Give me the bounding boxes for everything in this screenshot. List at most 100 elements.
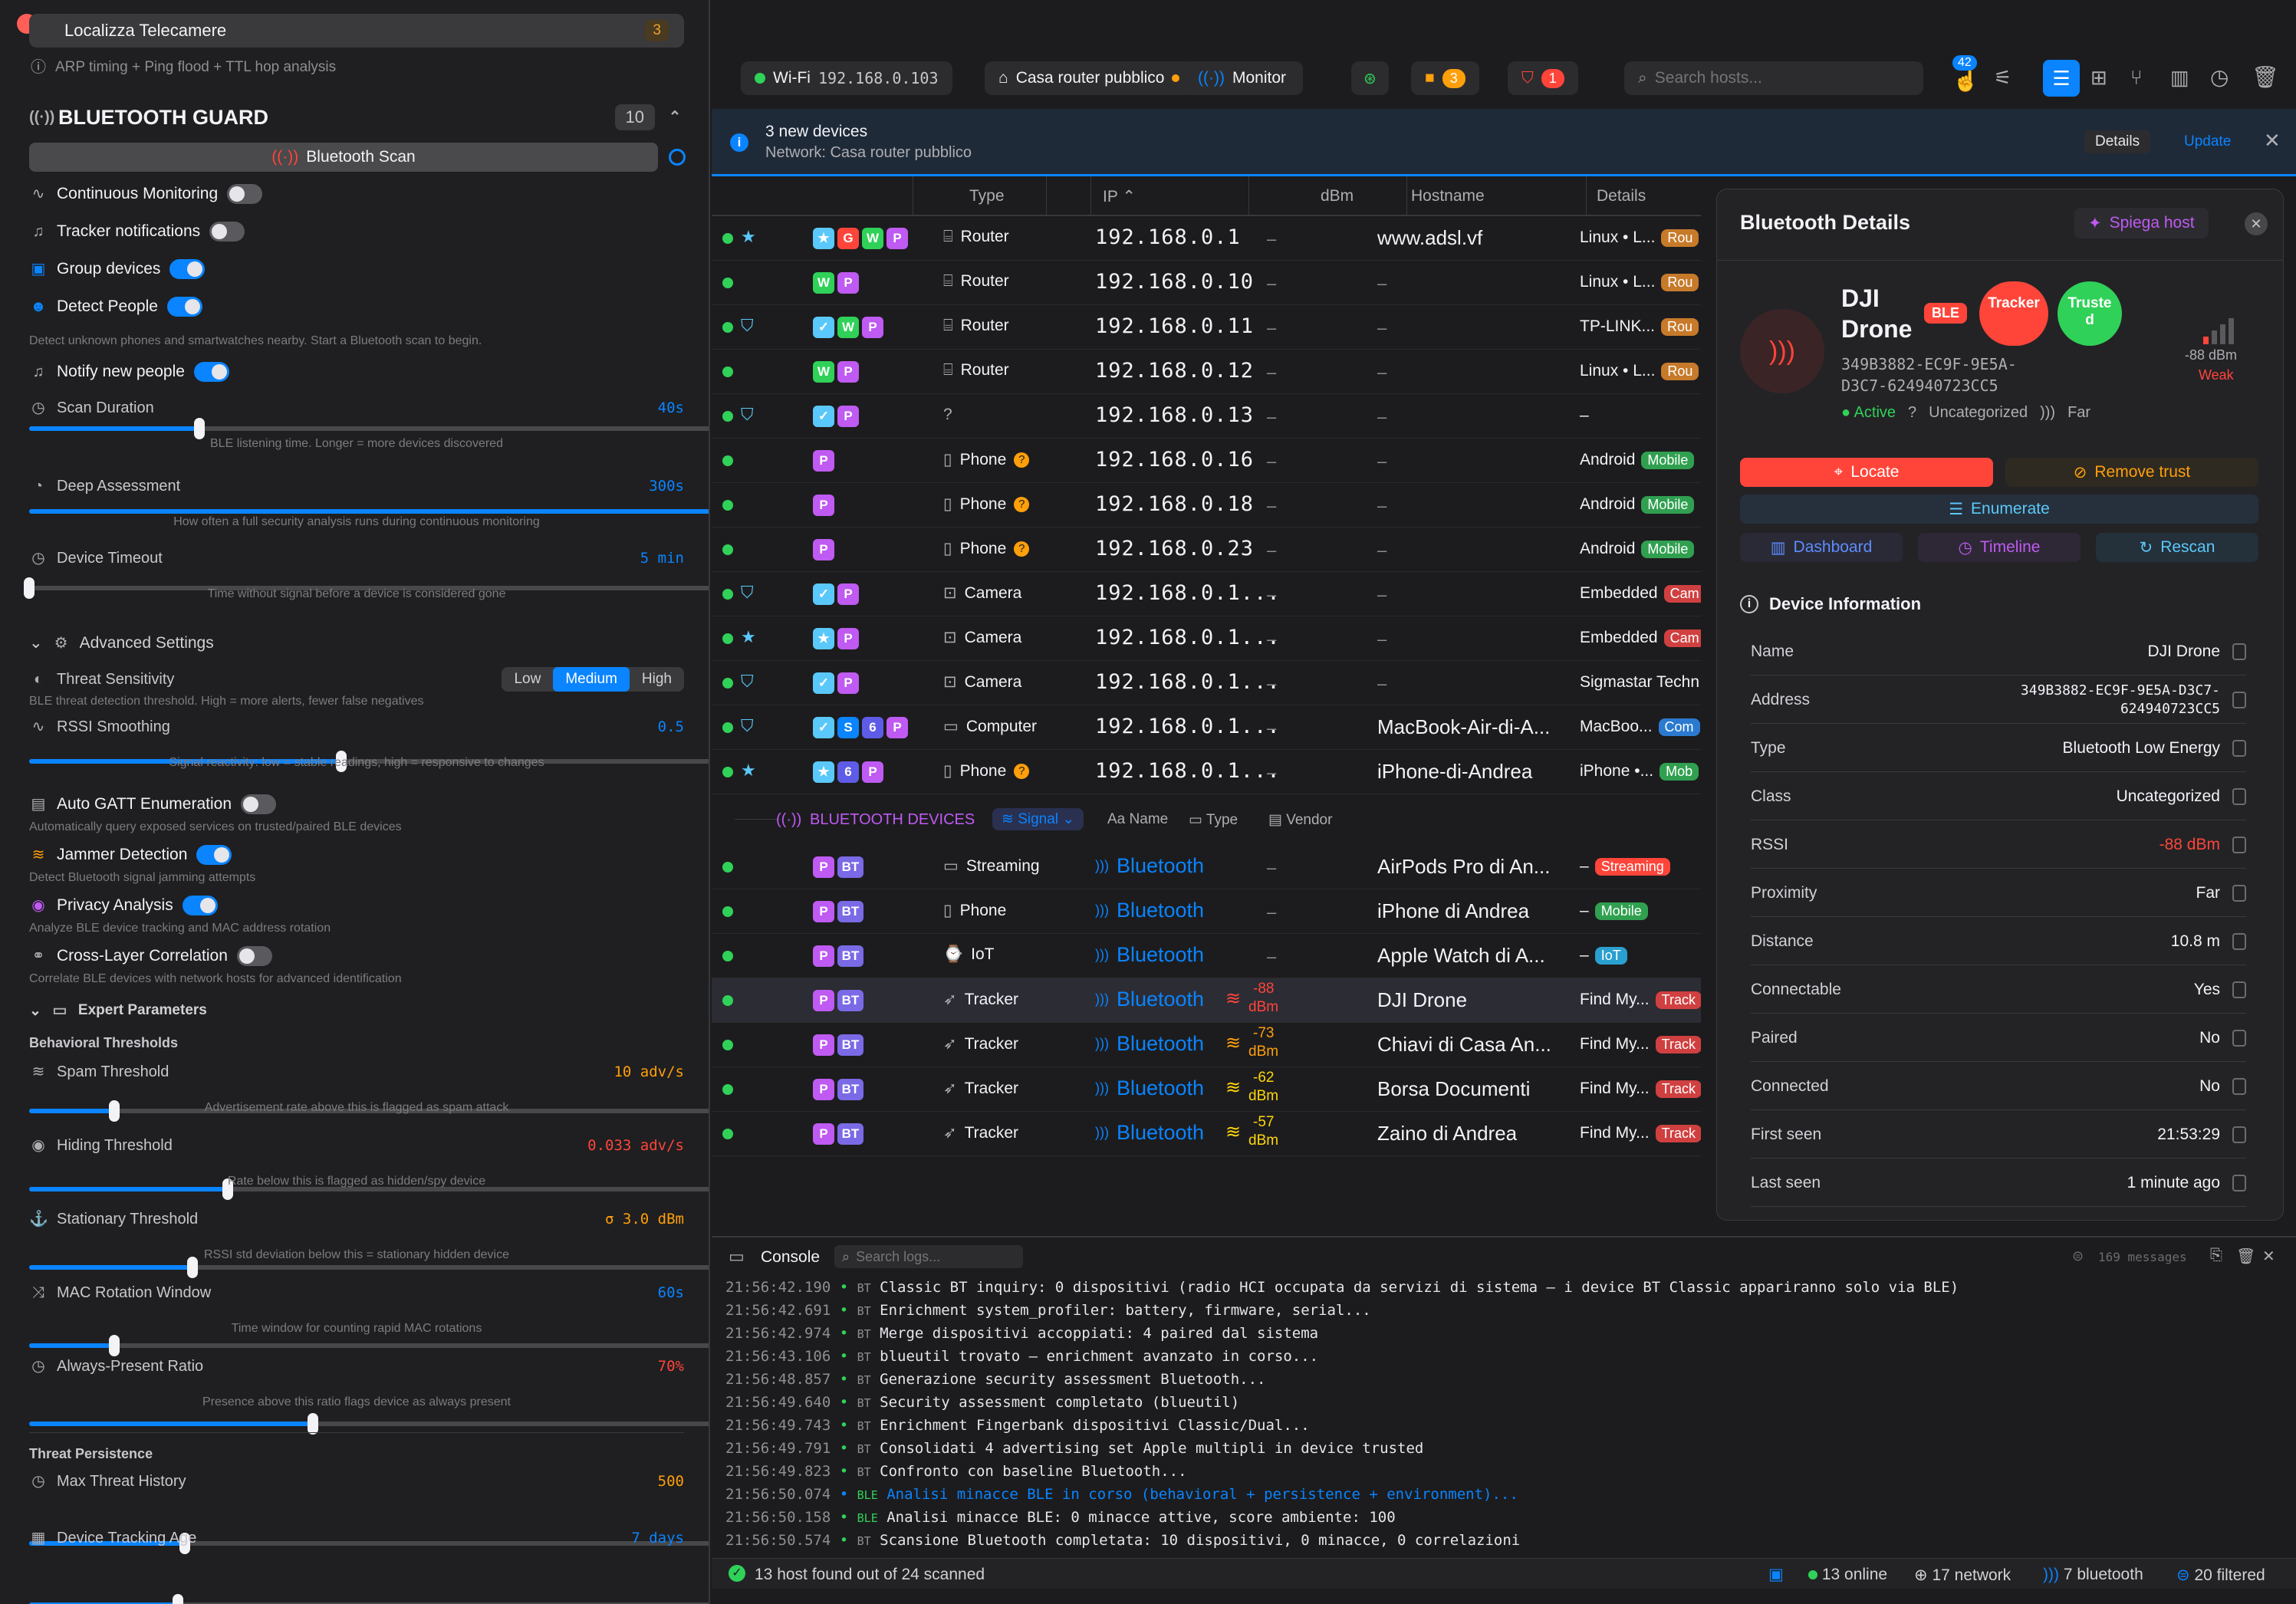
slider-thumb[interactable] (179, 1533, 191, 1554)
header-details[interactable]: Details (1597, 187, 1646, 205)
slider-thumb[interactable] (193, 418, 205, 439)
table-row[interactable]: ⛉ ✓ P ⊡ Camera 192.168.0.1... – – Sigmastar Tech… (712, 661, 1701, 705)
table-row[interactable]: ⛉ ✓ P? 192.168.0.13– – – (712, 394, 1701, 439)
table-row[interactable]: ★ ★ 6 P ▯ Phone? 192.168.0.1... – iPhone-di-Andr… (712, 750, 1701, 794)
copy-icon[interactable]: ⎘ (2210, 1247, 2222, 1264)
copy-icon[interactable] (2232, 836, 2246, 853)
bluetooth-guard-header[interactable]: ((·)) BLUETOOTH GUARD 10 ⌃ (29, 104, 684, 130)
history-icon[interactable]: ◷ (2210, 65, 2229, 89)
maxthreat-slider[interactable] (29, 1533, 709, 1554)
remove-trust-button[interactable]: ⊘ Remove trust (2005, 458, 2258, 487)
header-hostname[interactable]: Hostname (1411, 187, 1485, 205)
grid-view-icon[interactable]: ⊞ (2090, 66, 2107, 89)
trash-icon[interactable]: 🗑 (2236, 1248, 2256, 1265)
close-icon[interactable]: ✕ (2245, 212, 2268, 235)
sliders-icon[interactable]: ⚟ (1994, 66, 2012, 89)
stationary-slider[interactable] (29, 1257, 709, 1278)
slider-thumb[interactable] (108, 1100, 120, 1122)
table-row[interactable]: P ▯ Phone? 192.168.0.18– – Android Mobile (712, 483, 1701, 528)
network-pill[interactable]: ⌂ Casa router pubblico (985, 61, 1194, 95)
table-row[interactable]: P ▯ Phone? 192.168.0.23– – Android Mobile (712, 528, 1701, 572)
sort-signal-chip[interactable]: ≋ Signal ⌄ (992, 808, 1084, 830)
privacy-row[interactable]: ◉ Privacy Analysis (29, 896, 684, 915)
advanced-settings-toggle[interactable]: ⌄ ⚙ Advanced Settings (29, 633, 684, 652)
camera-locate-item[interactable]: Localizza Telecamere 3 (29, 14, 684, 48)
search-hosts-input[interactable] (1654, 69, 1900, 87)
slider-thumb[interactable] (24, 577, 35, 599)
threat-sensitivity-segmented[interactable]: Low Medium High (502, 667, 684, 692)
trash-icon[interactable]: 🗑 (2252, 65, 2279, 89)
scan_duration-slider[interactable] (29, 418, 709, 439)
banner-update-link[interactable]: Update (2184, 133, 2232, 150)
header-dbm[interactable]: dBm (1321, 187, 1354, 205)
deep-slider[interactable] (29, 509, 709, 514)
chart-view-icon[interactable]: ▥ (2170, 66, 2189, 89)
terminal-icon[interactable]: ▣ (1768, 1566, 1784, 1583)
chevron-up-icon[interactable]: ⌃ (668, 109, 682, 126)
shield-check-icon[interactable]: ⛉ (741, 583, 754, 602)
monitor-pill[interactable]: ((·)) Monitor (1181, 61, 1303, 95)
wifi-pill[interactable]: Wi-Fi 192.168.0.103 (741, 61, 952, 95)
hiding-slider[interactable] (29, 1178, 709, 1200)
search-hosts-field[interactable]: ⌕ (1624, 61, 1923, 95)
search-logs-input[interactable] (856, 1248, 1002, 1265)
locate-button[interactable]: ⌖ Locate (1740, 458, 1993, 487)
table-row[interactable]: ★ ★ P ⊡ Camera 192.168.0.1... – – Embedded Cam (712, 616, 1701, 661)
star-icon[interactable]: ★ (741, 227, 756, 246)
dashboard-button[interactable]: ▥ Dashboard (1740, 533, 1903, 562)
segment-medium[interactable]: Medium (553, 667, 630, 692)
segment-low[interactable]: Low (514, 671, 541, 687)
copy-icon[interactable] (2232, 643, 2246, 660)
toggle-switch[interactable] (209, 222, 245, 242)
macrot-slider[interactable] (29, 1335, 709, 1356)
sort-vendor-chip[interactable]: ▤ Vendor (1268, 812, 1333, 828)
star-icon[interactable]: ★ (741, 761, 756, 780)
table-row[interactable]: ⛉ ✓ P ⊡ Camera 192.168.0.1... – – Embedded Cam (712, 572, 1701, 616)
copy-icon[interactable] (2232, 981, 2246, 998)
gatt-toggle[interactable] (241, 794, 276, 814)
slider-thumb[interactable] (173, 1594, 184, 1604)
segment-high[interactable]: High (641, 671, 672, 687)
trackage-slider[interactable] (29, 1594, 709, 1604)
toggle-switch[interactable] (169, 259, 206, 279)
copy-icon[interactable] (2232, 787, 2246, 805)
toggle-row[interactable]: ∿ Continuous Monitoring (29, 184, 684, 204)
cross-toggle[interactable] (236, 946, 272, 966)
table-row[interactable]: P ▯ Phone? 192.168.0.16– – Android Mobile (712, 439, 1701, 483)
table-row[interactable]: W P ⌸ Router 192.168.0.12– – Linux • L... Rou (712, 350, 1701, 394)
bluetooth-row[interactable]: P BT ➶ Tracker))) Bluetooth ≋ -62 dBm Borsa Docu… (712, 1067, 1701, 1112)
rescan-button[interactable]: ↻ Rescan (2096, 533, 2258, 562)
header-ip[interactable]: IP ⌃ (1103, 187, 1136, 206)
bluetooth-row[interactable]: P BT ⌚ IoT))) Bluetooth – Apple Watch di A... –… (712, 934, 1701, 978)
table-row[interactable]: ⛉ ✓ S 6 P ▭ Computer 192.168.0.1... – MacBook-Air… (712, 705, 1701, 750)
copy-icon[interactable] (2232, 739, 2246, 757)
gatt-row[interactable]: ▤ Auto GATT Enumeration (29, 794, 684, 814)
table-row[interactable]: ⛉ ✓ W P ⌸ Router 192.168.0.11– – TP-LINK... Rou (712, 305, 1701, 350)
toggle-row[interactable]: ▣ Group devices (29, 259, 684, 279)
shield-check-icon[interactable]: ⛉ (741, 316, 754, 335)
table-row[interactable]: W P ⌸ Router 192.168.0.10– – Linux • L... Rou (712, 261, 1701, 305)
bluetooth-row[interactable]: P BT ➶ Tracker))) Bluetooth ≋ -88 dBm DJI Drone F… (712, 978, 1701, 1023)
threat-alert-pill[interactable]: ⛉ 1 (1508, 61, 1578, 95)
copy-icon[interactable] (2232, 691, 2246, 708)
camera-alert-pill[interactable]: ■ 3 (1411, 61, 1479, 95)
star-icon[interactable]: ★ (741, 627, 756, 646)
always-slider[interactable] (29, 1413, 709, 1435)
cross-row[interactable]: ⚭ Cross-Layer Correlation (29, 946, 684, 966)
bluetooth-row[interactable]: P BT ▯ Phone))) Bluetooth – iPhone di Andrea – M… (712, 889, 1701, 934)
close-icon[interactable]: ✕ (2262, 1248, 2275, 1265)
expert-parameters-toggle[interactable]: ⌄ ▭ Expert Parameters (29, 1001, 684, 1020)
topology-view-icon[interactable]: ⑂ (2130, 66, 2143, 89)
slider-thumb[interactable] (222, 1178, 233, 1200)
search-logs-field[interactable]: ⌕ (834, 1245, 1023, 1268)
slider-thumb[interactable] (307, 1413, 318, 1435)
toggle-row[interactable]: ♫ Tracker notifications (29, 222, 684, 242)
slider-thumb[interactable] (108, 1335, 120, 1356)
explain-host-button[interactable]: ✦ Spiega host (2074, 208, 2209, 238)
timeline-button[interactable]: ◷ Timeline (1918, 533, 2081, 562)
list-view-icon[interactable]: ☰ (2043, 60, 2080, 97)
hand-icon[interactable]: ☝ (1952, 68, 1979, 92)
timeout-slider[interactable] (24, 577, 709, 599)
bluetooth-row[interactable]: P BT ➶ Tracker))) Bluetooth ≋ -73 dBm Chiavi di … (712, 1023, 1701, 1067)
table-row[interactable]: ★ ★ G W P ⌸ Router 192.168.0.1– www.adsl.vf Linux… (712, 216, 1701, 261)
